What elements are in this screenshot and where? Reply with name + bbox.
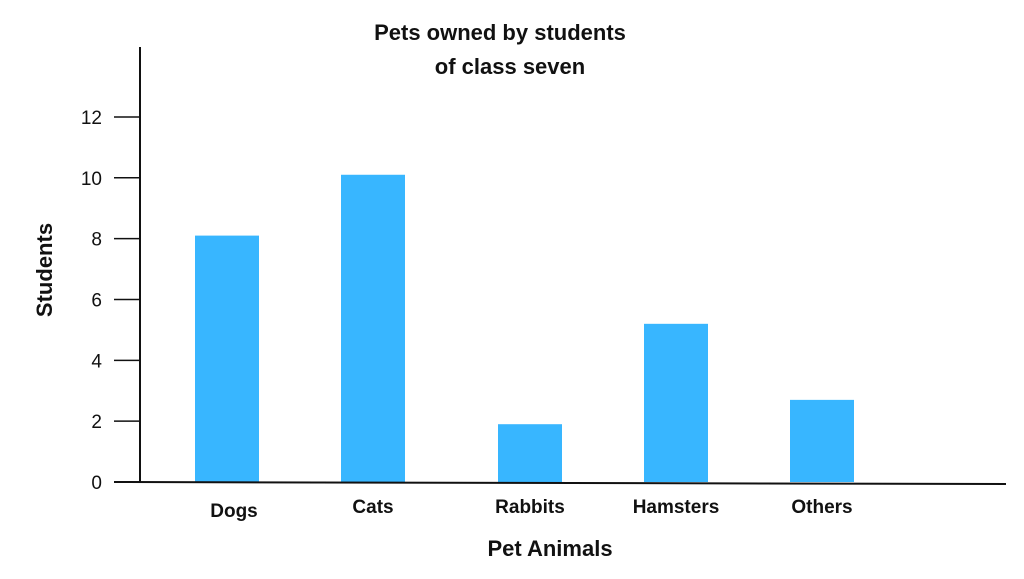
category-label: Dogs [210, 501, 258, 522]
y-tick-label: 4 [91, 351, 102, 372]
category-label: Cats [352, 497, 393, 518]
bars [195, 174, 854, 482]
y-axis-ticks: 0 2 4 6 8 10 12 [81, 108, 140, 494]
bar-hamsters [644, 323, 708, 482]
bar-others [790, 399, 854, 482]
y-tick-label: 10 [81, 169, 102, 190]
chart-title-line-2: of class seven [435, 54, 585, 79]
y-tick-label: 0 [91, 473, 102, 494]
y-tick-label: 2 [91, 412, 102, 433]
chart-title-line-1: Pets owned by students [374, 20, 626, 45]
category-label: Hamsters [633, 497, 720, 518]
bar-dogs [195, 235, 259, 482]
category-label: Rabbits [495, 497, 565, 518]
bar-cats [341, 174, 405, 482]
y-axis-label: Students [32, 223, 57, 317]
x-axis-label: Pet Animals [487, 536, 612, 561]
bar-rabbits [498, 424, 562, 482]
category-label: Others [791, 497, 852, 518]
y-tick-label: 12 [81, 108, 102, 129]
y-tick-label: 6 [91, 290, 102, 311]
y-tick-label: 8 [91, 230, 102, 251]
x-axis-categories: Dogs Cats Rabbits Hamsters Others [210, 497, 852, 522]
x-axis-line [113, 481, 1007, 485]
